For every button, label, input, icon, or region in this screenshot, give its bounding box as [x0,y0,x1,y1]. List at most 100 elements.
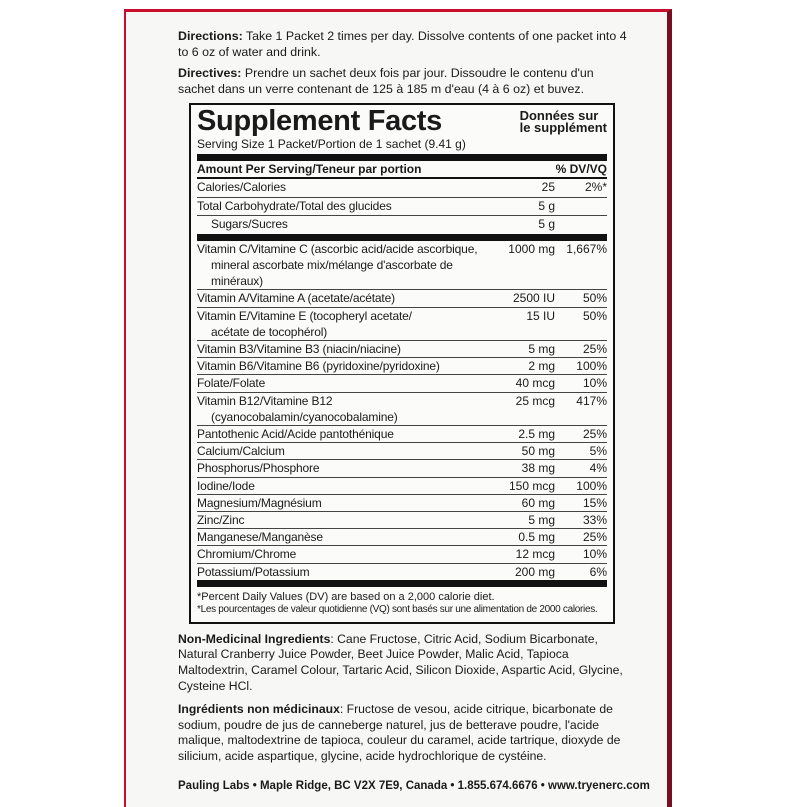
directives-label: Directives: [178,66,242,80]
nutrient-name: Vitamin E/Vitamine E (tocopheryl acetate… [197,308,493,340]
nutrient-name-line: Zinc/Zinc [197,513,245,528]
nutrient-dv: 50% [582,291,607,306]
nutrient-dv: 50% [582,308,607,323]
nutrient-row: Magnesium/Magnésium 60 mg 15% [197,495,607,513]
nutrient-dv: 417% [576,393,607,408]
nutrient-row: Vitamin A/Vitamine A (acetate/acétate) 25… [197,290,607,308]
nutrient-row: Vitamin B12/Vitamine B12 (cyanocobalamin/… [197,393,607,427]
header-amount: Amount Per Serving/Teneur par portion [197,162,422,176]
nutrient-amount: 40 mcg [515,376,555,391]
nutrient-amount: 150 mcg [508,478,555,493]
facts-title: Supplement Facts [197,105,442,137]
nutrient-row: Total Carbohydrate/Total des glucides 5 g [197,198,607,217]
macro-rows: Calories/Calories 25 2%* Total Carbohydrate… [197,179,607,234]
facts-title-fr-line1: Données sur [519,108,599,123]
nutrient-name: Manganese/Manganèse [197,529,493,545]
nutrient-name: Vitamin B6/Vitamine B6 (pyridoxine/pyrid… [197,358,493,374]
nutrient-name: Iodine/Iode [197,478,493,494]
nutrient-dv: 15% [582,495,607,510]
ingredients-fr: Ingrédients non médicinaux: Fructose de … [178,702,638,764]
nutrient-name-line: Magnesium/Magnésium [197,495,322,510]
ingredients-fr-text: : Fructose de vesou, acide citrique, bic… [178,702,621,763]
nutrient-dv: 25% [582,530,607,545]
ingredients-text: : Cane Fructose, Citric Acid, Sodium Bic… [178,631,623,693]
nutrient-name-line: Pantothenic Acid/Acide pantothénique [197,427,394,442]
nutrient-dv: 25% [582,427,607,442]
nutrient-name-line: Calories/Calories [197,180,286,194]
nutrient-name: Zinc/Zinc [197,512,493,528]
header-dv: % DV/VQ [555,162,607,176]
nutrient-name: Folate/Folate [197,375,493,391]
nutrient-dv: 100% [576,478,607,493]
nutrient-name-line: Vitamin E/Vitamine E (tocopheryl acetate… [197,308,412,323]
nutrient-name: Calcium/Calcium [197,443,493,459]
nutrient-amount: 2500 IU [512,291,555,306]
nutrient-name: Vitamin C/Vitamine C (ascorbic acid/acid… [197,241,493,290]
nutrient-name-line: (cyanocobalamin/cyanocobalamine) [211,409,398,424]
nutrient-name-line: Vitamin A/Vitamine A (acetate/acétate) [197,291,395,306]
nutrient-name-line: Potassium/Potassium [197,564,310,579]
nutrient-amount: 25 [541,180,555,194]
product-box-panel: Directions: Take 1 Packet 2 times per da… [124,9,672,807]
directions: Directions: Take 1 Packet 2 times per da… [178,28,631,60]
nutrient-amount: 1000 mg [508,241,555,256]
nutrient-name: Magnesium/Magnésium [197,495,493,511]
nutrient-amount: 5 mg [528,513,555,528]
nutrient-row: Vitamin B3/Vitamine B3 (niacin/niacine) 5… [197,341,607,359]
nutrient-amount: 15 IU [526,308,555,323]
nutrient-row: Pantothenic Acid/Acide pantothénique 2.5 … [197,426,607,444]
nutrient-amount: 0.5 mg [518,530,555,545]
nutrient-name-line: Iodine/Iode [197,478,255,493]
nutrient-name-line: Vitamin C/Vitamine C (ascorbic acid/acid… [197,241,478,256]
footnote-en: *Percent Daily Values (DV) are based on … [197,590,495,603]
nutrient-row: Calcium/Calcium 50 mg 5% [197,443,607,461]
nutrient-name-line: Total Carbohydrate/Total des glucides [197,198,392,213]
nutrient-name: Phosphorus/Phosphore [197,460,493,476]
nutrient-dv: 2%* [584,180,607,194]
nutrient-amount: 200 mg [514,564,555,579]
divider [197,233,607,241]
ingredients: Non-Medicinal Ingredients: Cane Fructose… [178,632,638,694]
company-footer: Pauling Labs • Maple Ridge, BC V2X 7E9, … [178,779,650,792]
nutrient-row: Manganese/Manganèse 0.5 mg 25% [197,529,607,547]
nutrient-dv [555,216,607,234]
nutrient-name-line: Calcium/Calcium [197,444,285,459]
nutrient-amount: 50 mg [521,444,555,459]
supplement-facts-panel: Supplement Facts Données sur le supplémen… [189,103,615,624]
nutrient-row: Vitamin C/Vitamine C (ascorbic acid/acid… [197,241,607,291]
nutrient-name: Vitamin B3/Vitamine B3 (niacin/niacine) [197,341,493,357]
nutrient-name: Sugars/Sucres [197,216,493,234]
facts-title-fr-line2: le supplément [519,120,607,135]
nutrient-name-line: Sugars/Sucres [211,217,288,232]
serving-size: Serving Size 1 Packet/Portion de 1 sache… [197,137,466,151]
footnote-fr: *Les pourcentages de valeur quotidienne … [197,603,598,615]
nutrient-row: Potassium/Potassium 200 mg 6% [197,564,607,580]
nutrient-dv: 5% [589,444,607,459]
directives-text: Prendre un sachet deux fois par jour. Di… [178,66,594,96]
nutrient-dv: 25% [582,342,607,356]
nutrient-amount: 2 mg [528,359,555,374]
ingredients-fr-label: Ingrédients non médicinaux [178,702,340,717]
nutrient-dv [555,198,607,216]
nutrient-name: Chromium/Chrome [197,546,493,562]
nutrient-name-line: Phosphorus/Phosphore [197,461,320,476]
nutrient-name: Calories/Calories [197,179,493,197]
nutrient-dv: 4% [589,461,607,476]
nutrient-row: Chromium/Chrome 12 mcg 10% [197,546,607,564]
facts-title-row: Supplement Facts Données sur le supplémen… [197,105,607,137]
nutrient-amount: 60 mg [521,495,555,510]
nutrient-amount: 2.5 mg [518,427,555,442]
nutrient-row: Vitamin B6/Vitamine B6 (pyridoxine/pyrid… [197,358,607,376]
ingredients-label: Non-Medicinal Ingredients [178,631,331,646]
nutrient-amount: 5 mg [528,342,555,356]
nutrient-name-line: mineral ascorbate mix/mélange d'ascorbat… [211,257,453,289]
nutrient-amount: 5 g [538,198,555,213]
nutrient-dv: 33% [582,513,607,528]
nutrient-name: Vitamin A/Vitamine A (acetate/acétate) [197,290,493,306]
nutrient-name-line: Chromium/Chrome [197,547,297,562]
facts-table: Amount Per Serving/Teneur par portion % D… [197,154,607,616]
nutrient-rows: Vitamin C/Vitamine C (ascorbic acid/acid… [197,241,607,580]
nutrient-row: Vitamin E/Vitamine E (tocopheryl acetate… [197,308,607,341]
nutrient-amount: 12 mcg [515,547,555,562]
nutrient-name-line: Vitamin B3/Vitamine B3 (niacin/niacine) [197,342,401,356]
